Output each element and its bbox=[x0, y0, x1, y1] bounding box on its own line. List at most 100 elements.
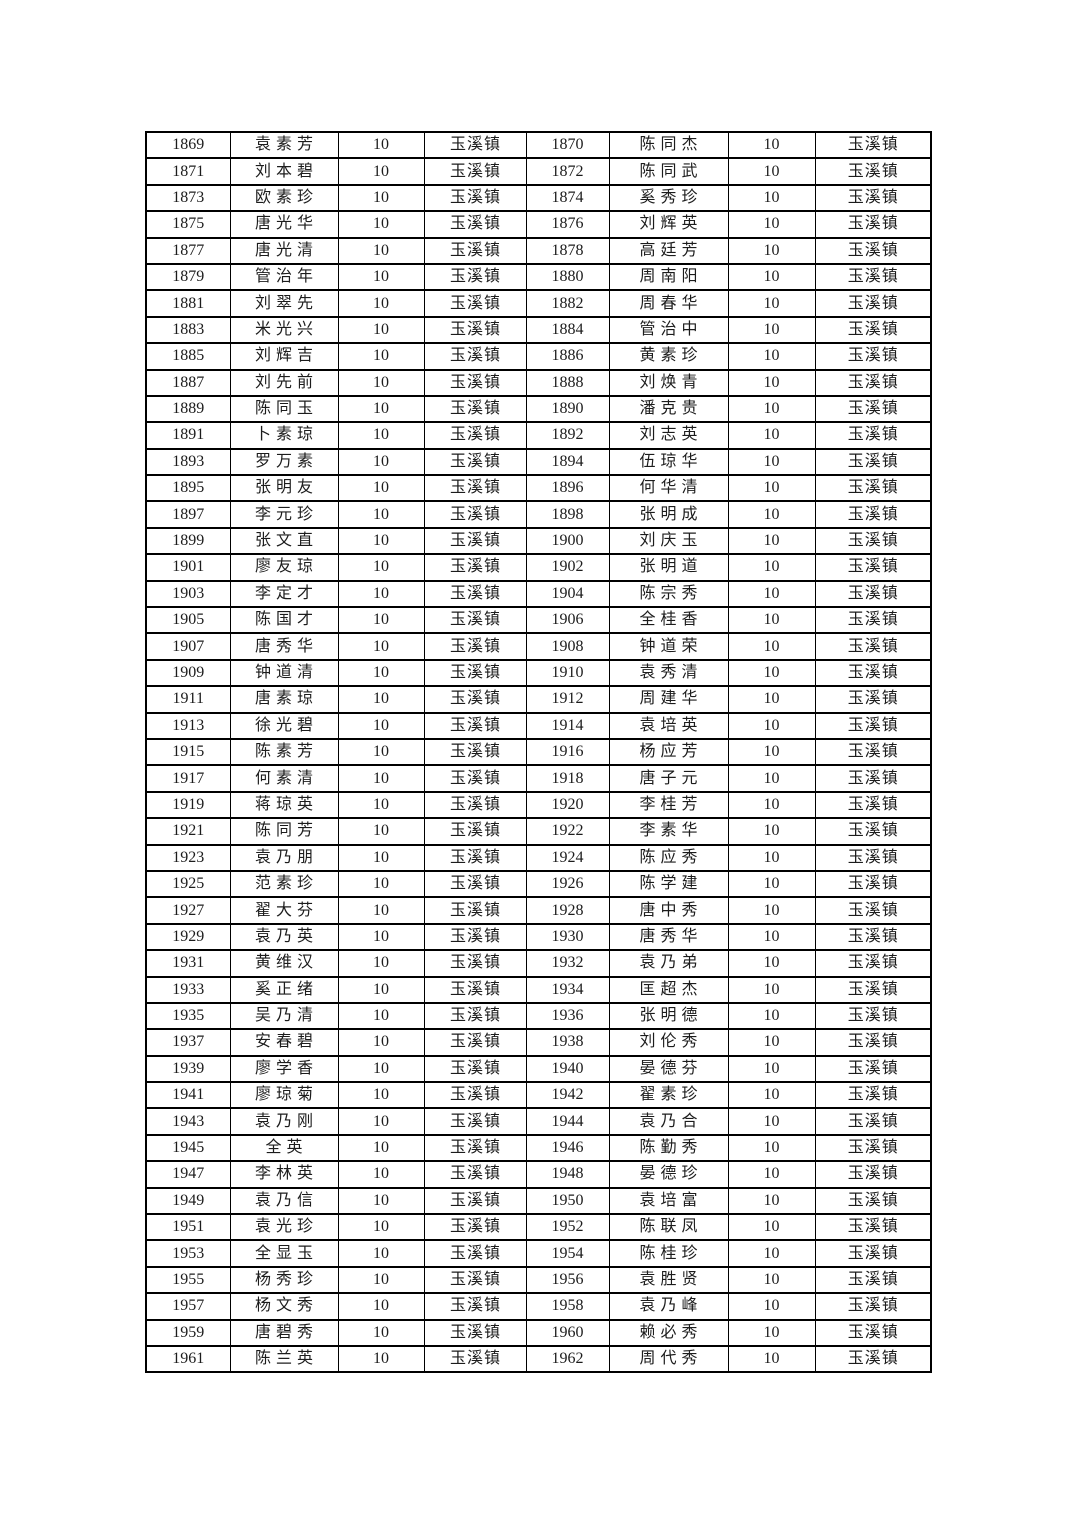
serial-cell: 1910 bbox=[525, 658, 610, 688]
name-cell: 张明友 bbox=[229, 474, 339, 503]
amount-cell: 10 bbox=[727, 685, 816, 714]
town-cell: 玉溪镇 bbox=[814, 737, 932, 767]
serial-cell: 1922 bbox=[525, 817, 610, 846]
name-cell: 袁乃英 bbox=[229, 922, 339, 952]
name-cell: 卜素琼 bbox=[229, 421, 339, 450]
amount-cell: 10 bbox=[337, 1344, 425, 1374]
amount-cell: 10 bbox=[337, 210, 425, 239]
amount-cell: 10 bbox=[337, 289, 425, 318]
table-row: 1913 徐光碧 10 玉溪镇 1914 袁培英 10 玉溪镇 bbox=[145, 711, 932, 740]
name-cell: 廖友琼 bbox=[229, 553, 339, 582]
serial-cell: 1941 bbox=[145, 1081, 231, 1110]
amount-cell: 10 bbox=[727, 262, 816, 292]
serial-cell: 1948 bbox=[525, 1160, 610, 1189]
town-cell: 玉溪镇 bbox=[814, 817, 932, 846]
amount-cell: 10 bbox=[727, 342, 816, 371]
serial-cell: 1892 bbox=[525, 421, 610, 450]
name-cell: 何素清 bbox=[229, 764, 339, 793]
serial-cell: 1882 bbox=[525, 289, 610, 318]
town-cell: 玉溪镇 bbox=[423, 975, 527, 1004]
serial-cell: 1907 bbox=[145, 632, 231, 661]
table-row: 1951 袁光珍 10 玉溪镇 1952 陈联凤 10 玉溪镇 bbox=[145, 1213, 932, 1242]
town-cell: 玉溪镇 bbox=[814, 949, 932, 978]
amount-cell: 10 bbox=[337, 500, 425, 529]
town-cell: 玉溪镇 bbox=[814, 447, 932, 477]
table-row: 1949 袁乃信 10 玉溪镇 1950 袁培富 10 玉溪镇 bbox=[145, 1186, 932, 1216]
name-cell: 欧素珍 bbox=[229, 183, 339, 213]
table-row: 1903 李定才 10 玉溪镇 1904 陈宗秀 10 玉溪镇 bbox=[145, 579, 932, 609]
serial-cell: 1956 bbox=[525, 1265, 610, 1295]
serial-cell: 1928 bbox=[525, 896, 610, 925]
name-cell: 刘辉吉 bbox=[229, 342, 339, 371]
town-cell: 玉溪镇 bbox=[814, 394, 932, 424]
table-row: 1875 唐光华 10 玉溪镇 1876 刘辉英 10 玉溪镇 bbox=[145, 210, 932, 239]
amount-cell: 10 bbox=[337, 1133, 425, 1163]
table-row: 1883 米光兴 10 玉溪镇 1884 管治中 10 玉溪镇 bbox=[145, 315, 932, 345]
town-cell: 玉溪镇 bbox=[814, 1028, 932, 1057]
amount-cell: 10 bbox=[337, 368, 425, 397]
name-cell: 刘翠先 bbox=[229, 289, 339, 318]
amount-cell: 10 bbox=[727, 1054, 816, 1084]
amount-cell: 10 bbox=[337, 737, 425, 767]
town-cell: 玉溪镇 bbox=[423, 553, 527, 582]
amount-cell: 10 bbox=[337, 1081, 425, 1110]
name-cell: 全桂香 bbox=[608, 606, 729, 635]
town-cell: 玉溪镇 bbox=[814, 1292, 932, 1321]
town-cell: 玉溪镇 bbox=[423, 737, 527, 767]
town-cell: 玉溪镇 bbox=[814, 764, 932, 793]
town-cell: 玉溪镇 bbox=[423, 1239, 527, 1268]
name-cell: 杨应芳 bbox=[608, 737, 729, 767]
serial-cell: 1899 bbox=[145, 526, 231, 556]
table-row: 1907 唐秀华 10 玉溪镇 1908 钟道荣 10 玉溪镇 bbox=[145, 632, 932, 661]
table-row: 1891 卜素琼 10 玉溪镇 1892 刘志英 10 玉溪镇 bbox=[145, 421, 932, 450]
amount-cell: 10 bbox=[727, 606, 816, 635]
town-cell: 玉溪镇 bbox=[814, 130, 932, 160]
town-cell: 玉溪镇 bbox=[814, 975, 932, 1004]
amount-cell: 10 bbox=[727, 526, 816, 556]
name-cell: 刘焕青 bbox=[608, 368, 729, 397]
table-row: 1939 廖学香 10 玉溪镇 1940 晏德芬 10 玉溪镇 bbox=[145, 1054, 932, 1084]
name-cell: 刘庆玉 bbox=[608, 526, 729, 556]
town-cell: 玉溪镇 bbox=[814, 606, 932, 635]
town-cell: 玉溪镇 bbox=[423, 1001, 527, 1031]
town-cell: 玉溪镇 bbox=[423, 262, 527, 292]
table-row: 1911 唐素琼 10 玉溪镇 1912 周建华 10 玉溪镇 bbox=[145, 685, 932, 714]
table-row: 1921 陈同芳 10 玉溪镇 1922 李素华 10 玉溪镇 bbox=[145, 817, 932, 846]
town-cell: 玉溪镇 bbox=[814, 1239, 932, 1268]
town-cell: 玉溪镇 bbox=[814, 289, 932, 318]
amount-cell: 10 bbox=[337, 790, 425, 820]
town-cell: 玉溪镇 bbox=[814, 368, 932, 397]
serial-cell: 1937 bbox=[145, 1028, 231, 1057]
serial-cell: 1897 bbox=[145, 500, 231, 529]
name-cell: 晏德芬 bbox=[608, 1054, 729, 1084]
town-cell: 玉溪镇 bbox=[423, 1344, 527, 1374]
amount-cell: 10 bbox=[337, 1213, 425, 1242]
name-cell: 廖学香 bbox=[229, 1054, 339, 1084]
serial-cell: 1958 bbox=[525, 1292, 610, 1321]
name-cell: 刘本碧 bbox=[229, 157, 339, 186]
amount-cell: 10 bbox=[337, 315, 425, 345]
table-row: 1943 袁乃刚 10 玉溪镇 1944 袁乃合 10 玉溪镇 bbox=[145, 1107, 932, 1136]
serial-cell: 1913 bbox=[145, 711, 231, 740]
table-row: 1941 廖琼菊 10 玉溪镇 1942 翟素珍 10 玉溪镇 bbox=[145, 1081, 932, 1110]
name-cell: 奚秀珍 bbox=[608, 183, 729, 213]
amount-cell: 10 bbox=[337, 1292, 425, 1321]
table-row: 1947 李林英 10 玉溪镇 1948 晏德珍 10 玉溪镇 bbox=[145, 1160, 932, 1189]
amount-cell: 10 bbox=[727, 1028, 816, 1057]
amount-cell: 10 bbox=[727, 447, 816, 477]
town-cell: 玉溪镇 bbox=[423, 1160, 527, 1189]
town-cell: 玉溪镇 bbox=[423, 1318, 527, 1347]
town-cell: 玉溪镇 bbox=[423, 183, 527, 213]
serial-cell: 1924 bbox=[525, 843, 610, 872]
town-cell: 玉溪镇 bbox=[814, 315, 932, 345]
name-cell: 陈同杰 bbox=[608, 130, 729, 160]
amount-cell: 10 bbox=[727, 1186, 816, 1216]
name-cell: 张明成 bbox=[608, 500, 729, 529]
serial-cell: 1870 bbox=[525, 130, 610, 160]
table-row: 1937 安春碧 10 玉溪镇 1938 刘伦秀 10 玉溪镇 bbox=[145, 1028, 932, 1057]
amount-cell: 10 bbox=[337, 658, 425, 688]
name-cell: 袁乃弟 bbox=[608, 949, 729, 978]
town-cell: 玉溪镇 bbox=[814, 896, 932, 925]
serial-cell: 1891 bbox=[145, 421, 231, 450]
name-cell: 唐光华 bbox=[229, 210, 339, 239]
